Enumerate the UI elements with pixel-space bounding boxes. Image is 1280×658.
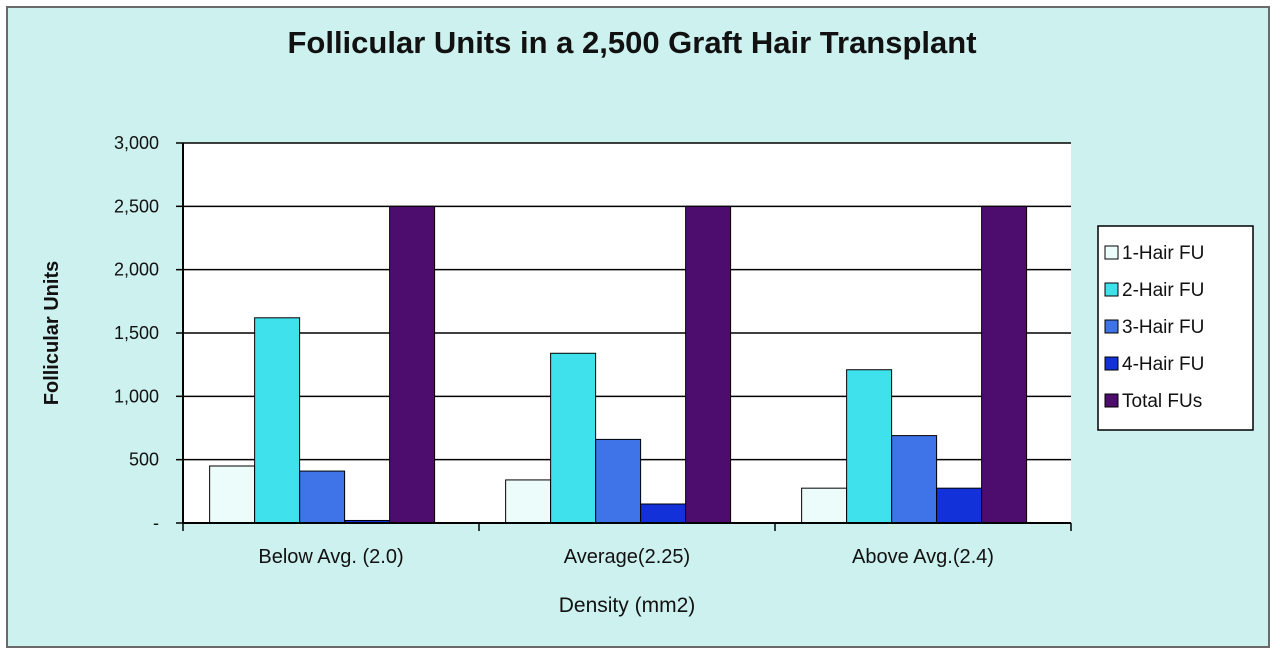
- legend: 1-Hair FU 2-Hair FU 3-Hair FU 4-Hair FU Tota…: [1097, 225, 1254, 431]
- y-tick-label: 1,000: [114, 386, 159, 406]
- chart-title: Follicular Units in a 2,500 Graft Hair T…: [287, 25, 976, 60]
- legend-swatch: [1104, 393, 1119, 408]
- x-axis-label: Density (mm2): [559, 594, 696, 617]
- legend-label: 1-Hair FU: [1122, 243, 1204, 264]
- bar-4-hair-fu-1: [640, 503, 687, 524]
- axes: [182, 143, 1071, 524]
- legend-box: [1097, 225, 1254, 431]
- legend-swatch: [1104, 319, 1119, 334]
- x-category-label: Above Avg.(2.4): [852, 546, 994, 568]
- y-axis-label: Follicular Units: [41, 261, 63, 405]
- legend-entries: 1-Hair FU 2-Hair FU 3-Hair FU 4-Hair FU Tota…: [1104, 243, 1204, 412]
- x-category-label: Average(2.25): [564, 546, 690, 568]
- legend-swatch: [1104, 282, 1119, 297]
- y-tick-label: 1,500: [114, 323, 159, 343]
- bar-2-hair-fu-0: [254, 317, 301, 524]
- y-tick-label: 2,000: [114, 260, 159, 280]
- bar-3-hair-fu-2: [891, 435, 938, 524]
- bar-1-hair-fu-2: [801, 487, 848, 524]
- legend-label: Total FUs: [1122, 391, 1202, 412]
- bar-3-hair-fu-0: [299, 470, 346, 524]
- y-tick-label: 500: [129, 450, 159, 470]
- bar-1-hair-fu-0: [209, 465, 256, 524]
- legend-swatch: [1104, 356, 1119, 371]
- x-category-label: Below Avg. (2.0): [258, 546, 403, 568]
- bar-1-hair-fu-1: [505, 479, 552, 524]
- bar-3-hair-fu-1: [595, 438, 642, 524]
- y-tick-label: 3,000: [114, 133, 159, 153]
- bar-total-fus-2: [981, 205, 1028, 524]
- y-tick-label: -: [153, 513, 159, 533]
- bars: [209, 205, 1028, 524]
- x-category-labels: Below Avg. (2.0) Average(2.25) Above Avg.(…: [258, 546, 994, 568]
- legend-label: 2-Hair FU: [1122, 280, 1204, 301]
- bar-2-hair-fu-1: [550, 352, 597, 524]
- legend-label: 3-Hair FU: [1122, 317, 1204, 338]
- bar-total-fus-0: [389, 205, 436, 524]
- bar-total-fus-1: [685, 205, 732, 524]
- y-tick-label: 2,500: [114, 196, 159, 216]
- legend-label: 4-Hair FU: [1122, 354, 1204, 375]
- bar-2-hair-fu-2: [846, 369, 893, 524]
- legend-swatch: [1104, 245, 1119, 260]
- bar-4-hair-fu-2: [936, 487, 983, 524]
- y-tick-labels: - 500 1,000 1,500 2,000 2,500 3,000: [114, 133, 159, 533]
